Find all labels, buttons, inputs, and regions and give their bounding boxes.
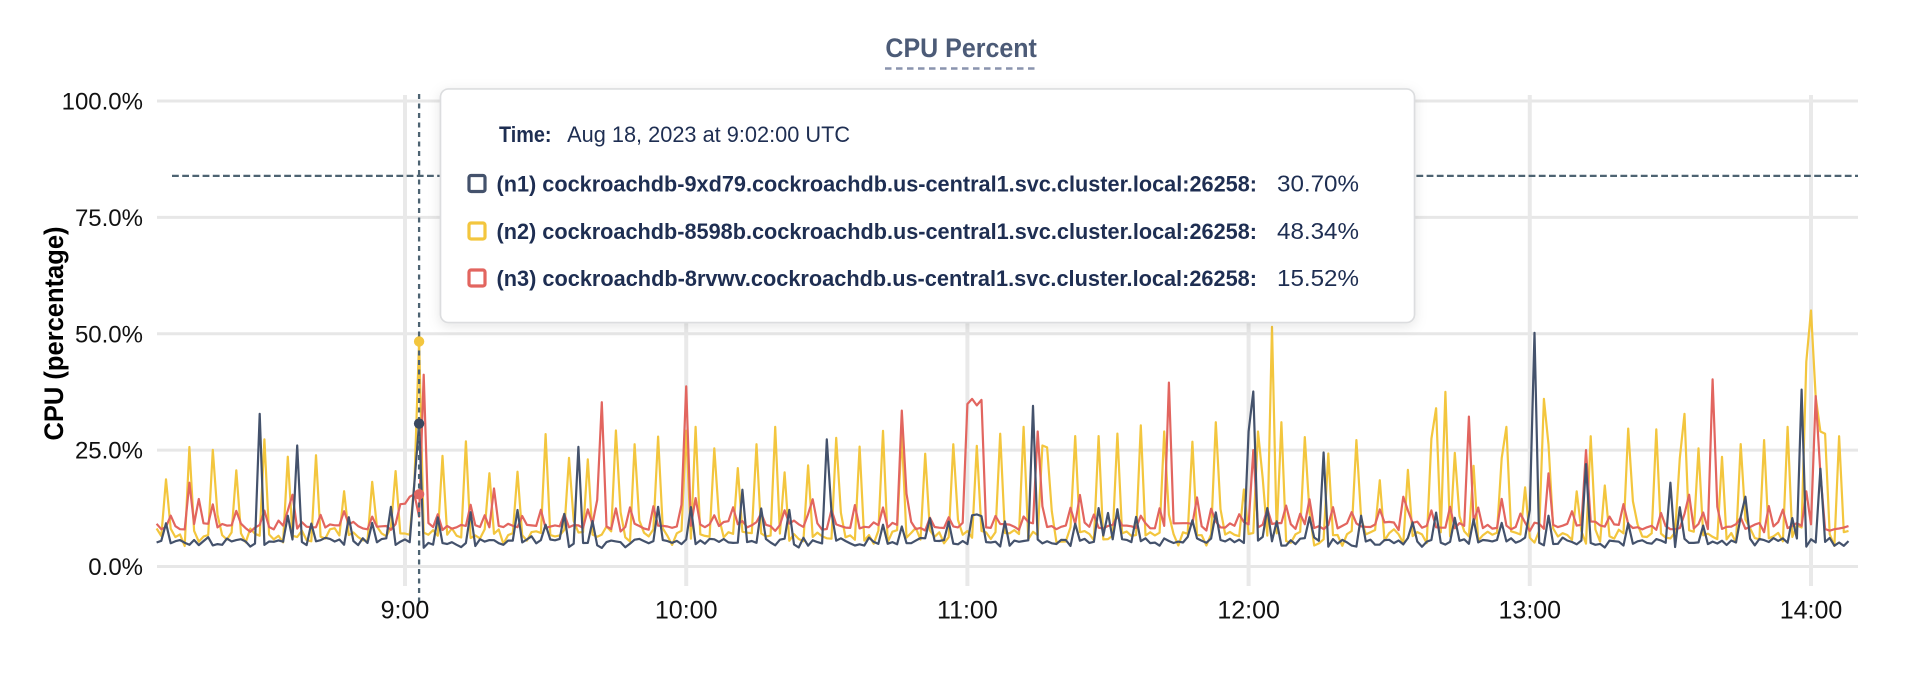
svg-text:100.0%: 100.0% xyxy=(62,89,143,116)
svg-text:13:00: 13:00 xyxy=(1499,597,1562,625)
svg-text:(n1) cockroachdb-9xd79.cockroa: (n1) cockroachdb-9xd79.cockroachdb.us-ce… xyxy=(497,172,1258,197)
svg-text:11:00: 11:00 xyxy=(937,597,998,625)
svg-text:10:00: 10:00 xyxy=(655,597,718,625)
svg-text:14:00: 14:00 xyxy=(1780,597,1843,625)
svg-text:75.0%: 75.0% xyxy=(75,205,143,232)
svg-text:CPU Percent: CPU Percent xyxy=(885,33,1037,63)
svg-text:0.0%: 0.0% xyxy=(88,554,143,581)
svg-text:25.0%: 25.0% xyxy=(75,438,143,465)
svg-text:9:00: 9:00 xyxy=(381,597,430,625)
svg-text:48.34%: 48.34% xyxy=(1277,218,1359,244)
svg-text:CPU (percentage): CPU (percentage) xyxy=(39,227,69,441)
svg-text:30.70%: 30.70% xyxy=(1277,171,1359,197)
svg-text:12:00: 12:00 xyxy=(1217,597,1280,625)
svg-text:Time:: Time: xyxy=(499,122,552,147)
svg-text:50.0%: 50.0% xyxy=(75,321,143,348)
svg-text:(n3) cockroachdb-8rvwv.cockroa: (n3) cockroachdb-8rvwv.cockroachdb.us-ce… xyxy=(497,266,1258,291)
svg-text:15.52%: 15.52% xyxy=(1277,265,1359,291)
svg-text:Aug 18, 2023 at 9:02:00 UTC: Aug 18, 2023 at 9:02:00 UTC xyxy=(567,122,850,147)
svg-text:(n2) cockroachdb-8598b.cockroa: (n2) cockroachdb-8598b.cockroachdb.us-ce… xyxy=(497,219,1258,244)
